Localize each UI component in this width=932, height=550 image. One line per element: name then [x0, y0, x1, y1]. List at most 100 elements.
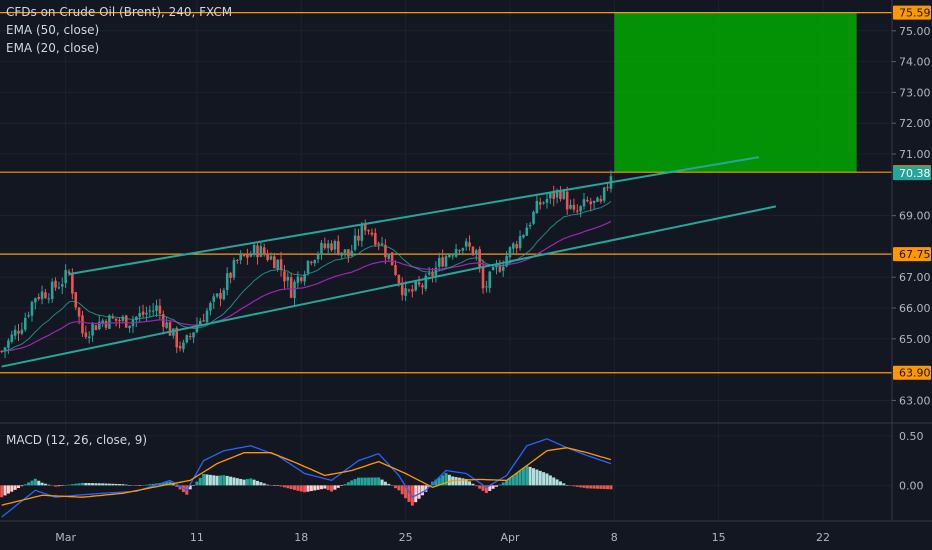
macd-signal-line	[1, 447, 612, 506]
macd-histogram-bar	[30, 480, 34, 486]
candle-body	[138, 312, 141, 317]
upper-channel-line	[68, 156, 760, 276]
candle-body	[178, 346, 182, 349]
candle-body	[229, 272, 232, 278]
candle-body	[151, 310, 155, 312]
price-tick-label: 69.00	[899, 210, 931, 223]
macd-histogram-bar	[208, 474, 212, 486]
macd-histogram-bar	[333, 485, 337, 490]
candle-body	[77, 307, 81, 317]
candle-body	[71, 273, 74, 294]
macd-histogram-bar	[350, 480, 354, 486]
macd-histogram-bar	[441, 475, 445, 486]
candle-body	[350, 250, 354, 257]
price-tick-label: 74.00	[899, 56, 931, 69]
candle-body	[363, 223, 367, 231]
candle-body	[101, 320, 104, 324]
candle-body	[7, 340, 10, 348]
candle-body	[158, 305, 162, 314]
price-tick-label: 67.00	[899, 271, 931, 284]
macd-histogram-bar	[457, 477, 461, 486]
macd-histogram-bar	[323, 485, 327, 489]
macd-histogram-bar	[114, 483, 118, 486]
macd-histogram-bar	[488, 485, 492, 491]
macd-histogram-bar	[356, 477, 360, 486]
price-tick-label: 63.00	[899, 394, 931, 407]
macd-histogram-bar	[528, 466, 532, 486]
candle-body	[293, 281, 296, 299]
macd-histogram-bar	[340, 485, 344, 486]
macd-histogram-bar	[20, 485, 24, 487]
candle-body	[542, 202, 545, 204]
candle-body	[192, 332, 195, 338]
macd-histogram-bar	[444, 473, 448, 486]
macd-histogram-bar	[232, 477, 236, 486]
macd-histogram-bar	[33, 478, 37, 486]
macd-histogram-bar	[380, 479, 384, 486]
candle-body	[374, 233, 377, 245]
macd-histogram-bar	[296, 485, 300, 491]
macd-histogram-bar	[202, 473, 206, 486]
candle-body	[124, 315, 128, 328]
candle-body	[353, 235, 357, 250]
candle-body	[236, 259, 239, 261]
macd-histogram-bar	[609, 485, 613, 490]
time-tick-label: 25	[399, 531, 413, 544]
macd-histogram-bar	[383, 481, 387, 486]
price-tick-label: 72.00	[899, 117, 931, 130]
candle-body	[387, 253, 391, 259]
candle-body	[357, 235, 360, 241]
candle-body	[273, 256, 276, 269]
macd-histogram-bar	[141, 485, 145, 486]
target-zone-rect	[614, 12, 857, 173]
candle-body	[518, 236, 522, 249]
macd-histogram-bar	[222, 475, 226, 486]
candle-body	[535, 200, 539, 214]
macd-histogram-bar	[306, 485, 310, 492]
macd-histogram-bar	[491, 485, 495, 489]
macd-histogram-bar	[481, 485, 485, 491]
macd-histogram-bar	[414, 485, 418, 503]
macd-histogram-bar	[562, 483, 566, 486]
time-tick-label: 22	[816, 531, 830, 544]
ema20-legend: EMA (20, close)	[6, 41, 100, 55]
candle-body	[17, 331, 20, 334]
candle-body	[81, 315, 84, 334]
candle-body	[111, 316, 115, 319]
candle-body	[522, 235, 525, 238]
candle-body	[417, 282, 421, 285]
time-tick-label: 15	[712, 531, 726, 544]
candle-body	[498, 265, 502, 272]
candle-body	[44, 292, 47, 299]
macd-histogram-bar	[532, 468, 536, 486]
macd-histogram-bar	[266, 484, 270, 486]
macd-tick-label: 0.00	[899, 479, 924, 492]
candle-body	[340, 252, 343, 256]
candle-body	[592, 200, 596, 203]
candle-body	[37, 297, 40, 299]
candle-body	[431, 272, 434, 277]
ema20-line	[1, 201, 612, 352]
macd-histogram-bar	[134, 485, 138, 487]
candle-body	[64, 269, 67, 284]
macd-histogram-bar	[229, 476, 233, 486]
candle-body	[128, 325, 131, 329]
candle-body	[559, 190, 562, 200]
macd-histogram-bar	[148, 484, 152, 486]
macd-histogram-bar	[124, 484, 128, 486]
candle-body	[602, 187, 606, 201]
candle-body	[23, 317, 27, 330]
candle-body	[145, 312, 148, 315]
macd-histogram-bar	[585, 485, 589, 489]
candle-body	[74, 292, 78, 308]
macd-pane	[0, 438, 613, 518]
macd-histogram-bar	[205, 474, 209, 486]
macd-histogram-bar	[484, 485, 488, 494]
candle-body	[13, 329, 17, 336]
macd-histogram-bar	[225, 475, 229, 486]
macd-histogram-bar	[353, 479, 357, 486]
macd-histogram-bar	[326, 485, 330, 491]
macd-histogram-bar	[171, 484, 175, 486]
candle-body	[135, 316, 138, 321]
